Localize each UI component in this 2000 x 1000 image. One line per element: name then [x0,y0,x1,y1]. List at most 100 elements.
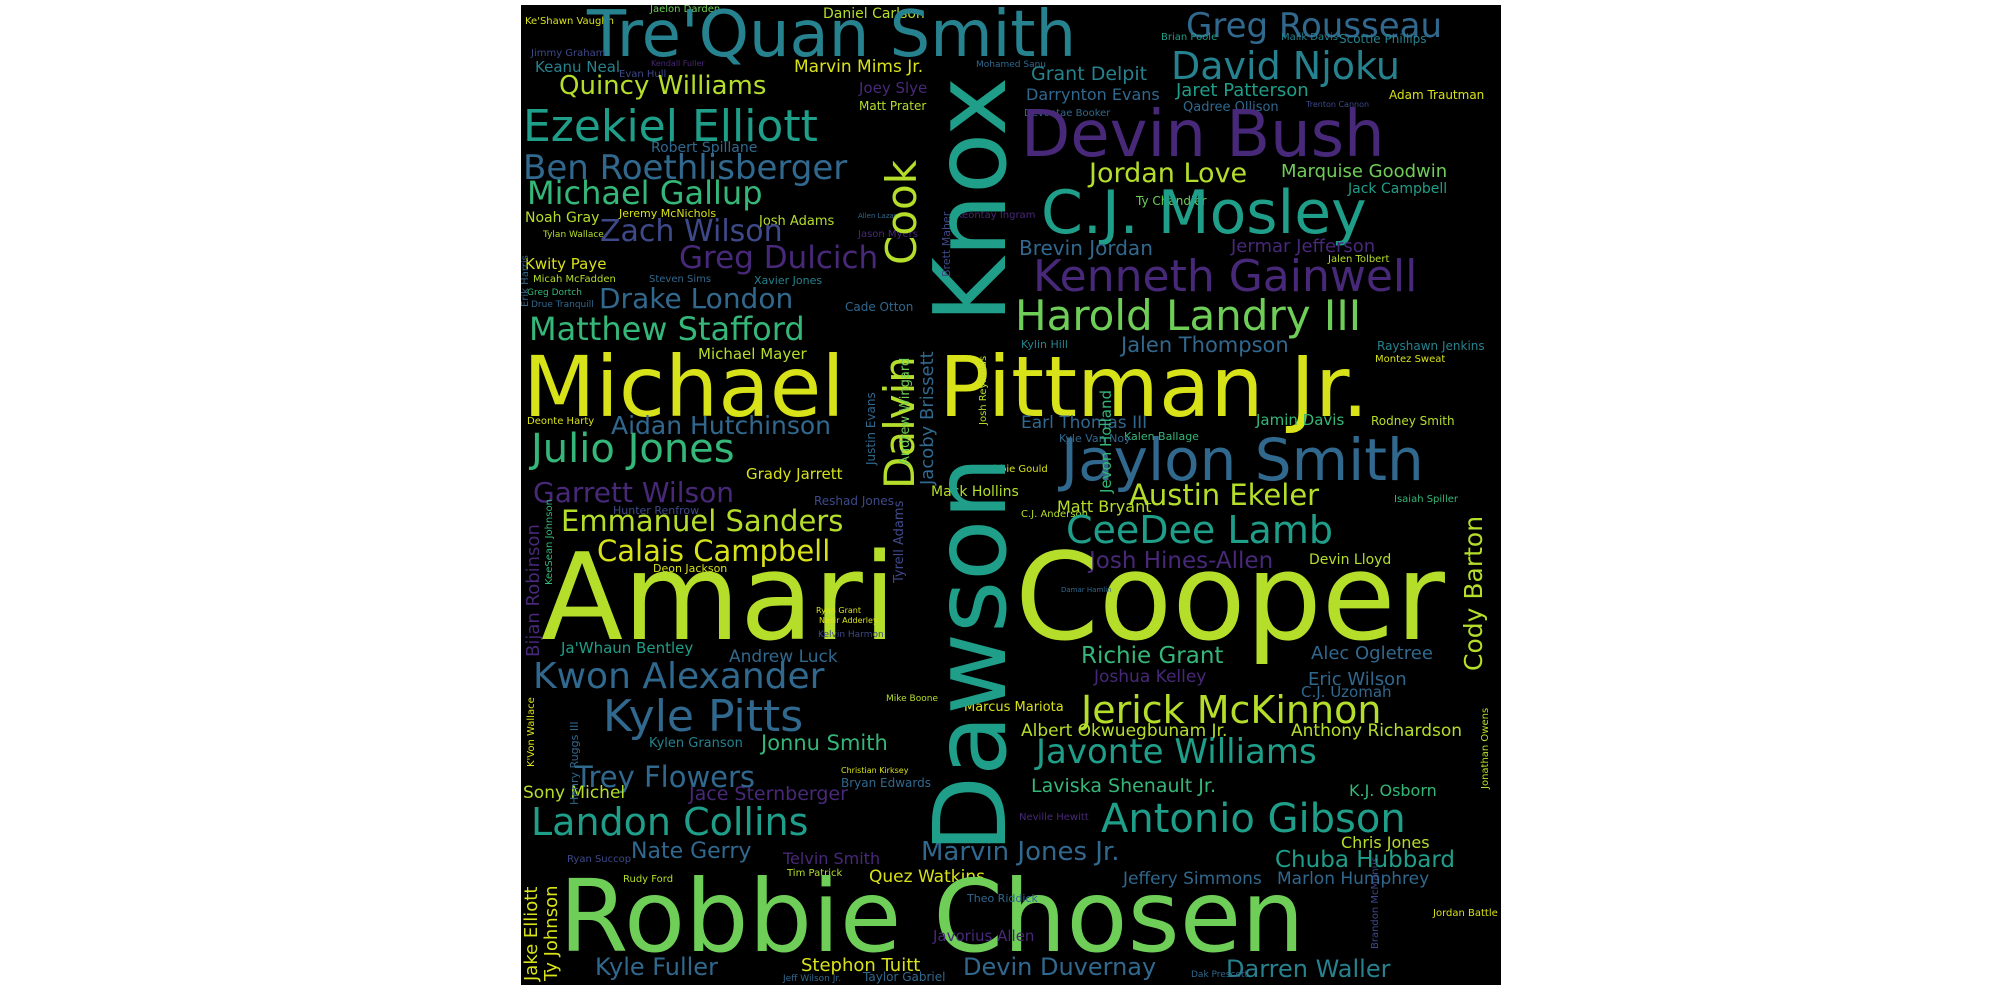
cloud-word: Andrew Wingard [898,357,913,465]
cloud-word: Rudy Ford [623,874,674,885]
cloud-word: Quez Watkins [869,867,985,887]
cloud-word: Greg Dortch [527,288,582,298]
cloud-word: Marvin Mims Jr. [794,57,924,77]
cloud-word: Joshua Kelley [1094,667,1207,687]
cloud-word: Allen Lazard [858,212,901,220]
cloud-word: Josh Hines-Allen [1089,548,1274,574]
cloud-word: Brandon McManus [1370,856,1381,949]
cloud-word: Austin Ekeler [1129,478,1320,512]
cloud-word: Xavier Jones [754,274,823,287]
cloud-word: Ryan Grant [816,606,861,615]
cloud-word: Deonte Harty [527,416,595,427]
cloud-word: Neville Hewitt [1019,812,1089,823]
cloud-word: Kyle Pitts [603,691,804,742]
cloud-word: Laviska Shenault Jr. [1031,775,1216,797]
cloud-word: Keanu Neal [535,58,621,76]
cloud-word: Antonio Gibson [1101,796,1406,842]
cloud-word: Ke'Shawn Vaughn [525,16,615,27]
cloud-word: Grant Delpit [1031,63,1148,85]
cloud-word: Zach Wilson [600,214,783,249]
cloud-word: Harold Landry III [1015,291,1362,340]
cloud-word: Trenton Cannon [1306,100,1370,109]
cloud-word: Jalen Thompson [1121,333,1289,357]
cloud-word: Rodney Smith [1371,414,1455,428]
cloud-word: Michael [523,338,845,436]
cloud-word: Brett Maher [940,211,953,277]
cloud-word: Landon Collins [531,800,809,844]
cloud-word: Quincy Williams [559,71,767,101]
cloud-word: Kwity Paye [525,255,607,273]
cloud-word: C.J. Uzomah [1301,683,1392,701]
cloud-word: Ja'Whaun Bentley [561,639,694,657]
cloud-word: Marcus Mariota [964,700,1064,715]
cloud-word: Cooper [1015,529,1445,668]
cloud-word: Robbie Chosen [559,858,1305,975]
cloud-word: Javorius Allen [933,927,1035,945]
cloud-word: Nasir Adderley [819,616,878,625]
word-cloud-canvas: Ke'Shawn Vaughn Jaelon Darden Daniel Car… [521,5,1501,985]
cloud-word: Jeff Wilson Jr. [783,974,842,984]
cloud-word: Mack Hollins [931,484,1019,500]
cloud-word: Cade Otton [845,300,914,314]
cloud-word: Josh Reynolds [978,355,989,425]
cloud-word: Matt Bryant [1057,497,1152,516]
cloud-word: Kwon Alexander [533,656,825,697]
cloud-word: Jaret Patterson [1176,80,1309,101]
cloud-word: Earl Thomas III [1021,413,1148,433]
cloud-word: Michael Gallup [527,174,763,212]
cloud-word: Jordan Love [1089,158,1248,189]
cloud-word: Tylan Wallace [543,230,604,240]
cloud-word: Bijan Robinson [523,524,544,657]
cloud-word: Brevin Jordan [1019,236,1153,260]
cloud-word: Jeremy McNichols [619,207,717,220]
cloud-word: Marvin Jones Jr. [921,837,1120,867]
cloud-word: Aidan Hutchinson [611,411,832,440]
cloud-word: Emmanuel Sanders [561,504,844,538]
cloud-word: Hunter Renfrow [613,504,700,517]
cloud-word: Kalen Ballage [1124,430,1199,443]
cloud-word: Eric Wilson [1308,669,1407,690]
cloud-word: Kylin Hill [1021,338,1068,351]
cloud-word: Ty Johnson [541,885,562,981]
cloud-word: Brian Poole [1161,32,1218,43]
cloud-word: Bryan Edwards [841,776,931,790]
cloud-word: Nate Gerry [631,839,752,864]
cloud-word: Garrett Wilson [533,476,734,509]
cloud-word: Drue Tranquill [531,300,594,310]
cloud-word: Jake Elliott [521,886,542,981]
cloud-word: Ty Chandler [1136,194,1207,208]
cloud-word: Mohamed Sanu [976,60,1047,70]
cloud-word: Kylen Granson [649,736,743,751]
cloud-word: Jace Sternberger [689,783,848,805]
cloud-word: Tre'Quan Smith [587,5,1077,72]
cloud-word: David Njoku [1171,44,1400,88]
cloud-word: Rayshawn Jenkins [1377,339,1485,353]
cloud-word: Trey Flowers [575,760,756,794]
cloud-word: Amari [541,529,897,668]
cloud-word: Kyle Fuller [595,953,718,981]
cloud-word: Javonte Williams [1036,732,1317,772]
cloud-word: Steven Sims [649,274,712,285]
cloud-word: Deon Jackson [653,562,728,575]
cloud-word: Greg Rousseau [1186,6,1443,46]
cloud-word: Jordan Battle [1433,908,1498,919]
cloud-word: Tim Patrick [787,868,843,879]
cloud-word: Drake London [599,282,794,315]
cloud-word: Knox [912,76,1029,323]
cloud-word: Marlon Humphrey [1277,869,1430,889]
cloud-word: Michael Mayer [698,345,807,363]
cloud-word: C.J. Mosley [1041,178,1367,248]
cloud-word: C.J. Anderson [1021,509,1088,520]
cloud-word: Micah McFadden [533,274,616,285]
cloud-word: Chris Jones [1341,833,1430,852]
cloud-word: Damar Hamlin [1061,586,1112,594]
cloud-word: Greg Dulcich [679,240,879,276]
cloud-word: Jonathan Owens [1480,707,1491,789]
cloud-word: Theo Riddick [967,892,1038,905]
cloud-word: Jevon Holland [1097,390,1115,493]
cloud-word: Jermar Jefferson [1231,236,1376,257]
cloud-word: Chuba Hubbard [1275,847,1456,873]
cloud-word: KeeSean Johnson [544,499,555,585]
cloud-word: Albert Okwuegbunam Jr. [1021,721,1228,741]
cloud-word: Devin Lloyd [1309,552,1392,568]
